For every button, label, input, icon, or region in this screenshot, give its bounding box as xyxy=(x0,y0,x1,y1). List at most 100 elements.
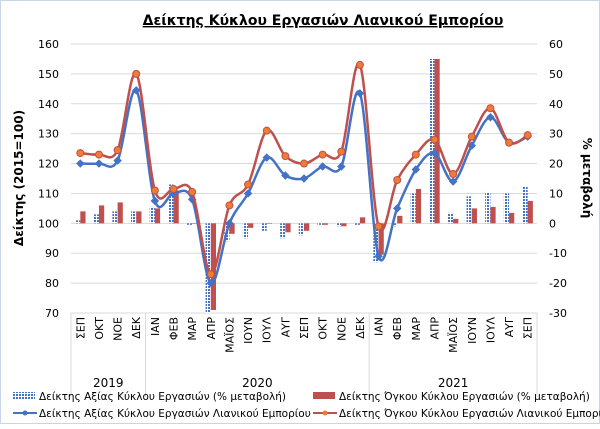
volume-index-point xyxy=(449,170,458,179)
volume-index-point xyxy=(505,138,514,147)
y-tick-label: 140 xyxy=(38,98,59,111)
volume-change-bar xyxy=(304,223,310,231)
value-change-bar xyxy=(298,223,304,236)
volume-index-point xyxy=(132,69,141,78)
y2-tick-label: 10 xyxy=(549,187,563,200)
volume-index-point xyxy=(206,270,215,279)
value-index-point xyxy=(337,162,346,171)
value-change-bar xyxy=(131,211,137,224)
volume-index-point xyxy=(523,131,532,140)
x-tick-label: ΦΕΒ xyxy=(168,317,181,340)
volume-change-bar xyxy=(210,223,217,311)
x-tick-label: ΔΕΚ xyxy=(354,316,367,338)
value-change-bar xyxy=(242,223,249,239)
x-tick-label: ΑΥΓ xyxy=(279,316,292,337)
value-change-bar xyxy=(485,191,491,224)
value-change-bar xyxy=(112,211,118,224)
value-change-bar xyxy=(280,223,286,239)
y2-tick-label: 30 xyxy=(549,128,563,141)
value-index-point xyxy=(225,219,234,228)
value-change-bar xyxy=(261,223,267,231)
volume-index-point xyxy=(337,147,346,156)
volume-change-bar xyxy=(397,215,403,224)
x-tick-label: ΙΟΥΛ xyxy=(261,317,274,344)
value-change-bar xyxy=(466,196,472,224)
volume-index-point xyxy=(76,149,85,158)
x-tick-label: ΝΟΕ xyxy=(335,317,348,341)
y-tick-label: 160 xyxy=(38,38,59,51)
value-index-point xyxy=(374,251,383,261)
legend-label: Δείκτης Όγκου Κύκλου Εργασιών (% μεταβολ… xyxy=(339,391,590,403)
value-index-point xyxy=(281,171,290,180)
value-index-point xyxy=(486,112,495,122)
x-tick-label: ΙΟΥΛ xyxy=(484,317,497,344)
value-change-bar xyxy=(391,223,398,227)
volume-index-point xyxy=(169,184,178,193)
volume-change-bar xyxy=(415,188,422,224)
y-tick-label: 100 xyxy=(38,217,59,230)
volume-change-bar xyxy=(341,223,347,227)
volume-index-point xyxy=(262,126,271,135)
y-tick-label: 80 xyxy=(45,277,59,290)
legend-label: Δείκτης Όγκου Κύκλου Εργασιών Λιανικού Ε… xyxy=(339,408,600,420)
value-index-point xyxy=(411,165,421,174)
x-tick-label: ΜΑΡ xyxy=(410,317,423,341)
y-tick-label: 90 xyxy=(45,247,59,260)
volume-change-bar xyxy=(117,202,123,224)
volume-index-point xyxy=(393,175,402,184)
value-index-point xyxy=(318,162,327,171)
volume-index-point xyxy=(94,150,103,159)
x-tick-label: ΟΚΤ xyxy=(317,317,330,340)
volume-index-point xyxy=(113,146,122,155)
value-index-point xyxy=(262,153,271,162)
volume-change-bar xyxy=(285,223,291,233)
volume-change-bar xyxy=(471,208,477,224)
x-tick-label: ΟΚΤ xyxy=(93,317,106,340)
value-index-point xyxy=(392,204,402,213)
value-change-bar xyxy=(317,223,323,225)
legend-label: Δείκτης Αξίας Κύκλου Εργασιών (% μεταβολ… xyxy=(39,391,286,403)
y2-tick-label: 50 xyxy=(549,68,563,81)
year-label: 2020 xyxy=(242,376,273,390)
volume-change-bar xyxy=(136,211,142,224)
volume-index-point xyxy=(300,159,308,168)
value-change-bar xyxy=(93,214,99,224)
value-change-bar xyxy=(149,206,155,224)
x-tick-label: ΜΑΡ xyxy=(186,317,199,341)
volume-change-bar xyxy=(509,212,515,224)
value-index-point xyxy=(430,148,439,158)
volume-index-point xyxy=(355,60,364,69)
value-index-point xyxy=(76,159,85,168)
x-tick-label: ΙΟΥΝ xyxy=(466,317,479,344)
value-change-bar xyxy=(75,220,81,224)
x-tick-label: ΣΕΠ xyxy=(74,317,87,339)
x-tick-label: ΣΕΠ xyxy=(522,317,535,339)
y-tick-label: 110 xyxy=(38,187,59,200)
legend-label: Δείκτης Αξίας Κύκλου Εργασιών Λιανικού Ε… xyxy=(39,408,311,420)
y-tick-label: 120 xyxy=(38,158,59,171)
volume-change-bar xyxy=(229,223,235,234)
value-index-line xyxy=(80,89,529,285)
y2-tick-label: 0 xyxy=(549,217,556,230)
y2-tick-label: 20 xyxy=(549,158,563,171)
value-index-point xyxy=(150,196,160,206)
x-tick-label: ΑΠΡ xyxy=(428,317,441,340)
volume-index-point xyxy=(225,201,234,210)
volume-index-point xyxy=(486,104,495,113)
value-index-point xyxy=(243,189,253,198)
x-tick-label: ΙΑΝ xyxy=(149,317,162,336)
year-label: 2019 xyxy=(93,376,124,390)
volume-index-point xyxy=(318,150,327,159)
volume-index-point xyxy=(188,187,197,196)
volume-index-point xyxy=(150,186,159,195)
volume-change-bar xyxy=(173,190,179,224)
y2-tick-label: -10 xyxy=(549,247,567,260)
volume-change-bar xyxy=(490,206,496,224)
y2-tick-label: -30 xyxy=(549,307,567,320)
value-index-point xyxy=(299,174,309,183)
volume-change-bar xyxy=(192,223,198,224)
x-tick-label: ΑΥΓ xyxy=(503,316,516,337)
volume-change-bar xyxy=(154,208,161,224)
